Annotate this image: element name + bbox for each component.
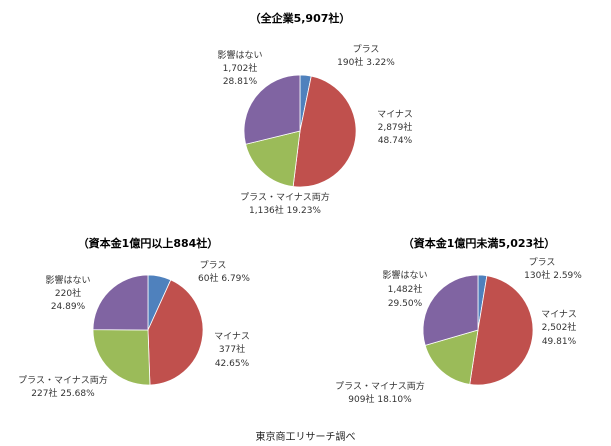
pie-slices: [92, 274, 204, 386]
pie-slices: [243, 74, 357, 188]
slice-label-plus-values: 190社 3.22%: [337, 56, 395, 68]
slice-label-minus-pct: 49.81%: [542, 337, 577, 347]
slice-label-both-values: 227社 25.68%: [31, 387, 95, 399]
pie-slice-none: [92, 274, 149, 331]
slice-label-plus-category: プラス: [529, 257, 556, 268]
pie-slice-minus: [147, 279, 204, 386]
pie-slice-both: [245, 130, 301, 188]
chart-title: （資本金1億円以上884社）: [78, 236, 219, 250]
slice-label-plus-values: 130社 2.59%: [524, 269, 582, 281]
pie-slice-none: [422, 274, 479, 346]
slice-label-minus-count: 2,502社: [542, 321, 577, 333]
slice-label-minus-category: マイナス: [377, 109, 413, 120]
slice-label-both-category: プラス・マイナス両方: [335, 380, 425, 392]
source-note: 東京商工リサーチ調べ: [255, 432, 356, 443]
slice-label-none-count: 220社: [55, 287, 81, 299]
pie-slice-none: [243, 74, 301, 145]
slice-label-none-pct: 28.81%: [223, 77, 258, 87]
pie-chart-all-companies: （全企業5,907社） プラス 190社 3.22% マイナス 2,879社 4…: [217, 11, 412, 216]
slice-label-plus-category: プラス: [353, 44, 380, 55]
slice-label-plus-values: 60社 6.79%: [198, 272, 250, 284]
slice-label-minus-pct: 42.65%: [215, 359, 250, 369]
pie-chart-large-capital: （資本金1億円以上884社） プラス 60社 6.79% マイナス 377社 4…: [18, 236, 250, 399]
slice-label-both-category: プラス・マイナス両方: [240, 191, 330, 203]
slice-label-both-values: 909社 18.10%: [348, 393, 412, 405]
pie-slice-both: [424, 329, 479, 385]
slice-label-minus-category: マイナス: [541, 309, 577, 320]
slice-label-minus-pct: 48.74%: [378, 136, 413, 146]
chart-title: （資本金1億円未満5,023社）: [403, 236, 555, 250]
slice-label-none-pct: 29.50%: [388, 299, 423, 309]
chart-title: （全企業5,907社）: [250, 11, 351, 25]
slice-label-both-category: プラス・マイナス両方: [18, 374, 108, 386]
pie-slices: [422, 274, 534, 386]
slice-label-minus-count: 377社: [219, 343, 245, 355]
pie-chart-small-capital: （資本金1億円未満5,023社） プラス 130社 2.59% マイナス 2,5…: [335, 236, 582, 405]
slice-label-none-count: 1,482社: [388, 283, 423, 295]
pie-slice-minus: [469, 275, 534, 386]
slice-label-minus-category: マイナス: [214, 331, 250, 342]
slice-label-none-category: 影響はない: [217, 49, 262, 61]
slice-label-both-values: 1,136社 19.23%: [249, 204, 321, 216]
pie-slice-both: [92, 329, 151, 386]
slice-label-minus-count: 2,879社: [378, 121, 413, 133]
pie-slice-minus: [292, 75, 357, 188]
slice-label-none-pct: 24.89%: [51, 302, 86, 312]
slice-label-none-category: 影響はない: [45, 274, 90, 286]
slice-label-plus-category: プラス: [200, 260, 227, 271]
slice-label-none-count: 1,702社: [223, 62, 258, 74]
slice-label-none-category: 影響はない: [382, 269, 427, 281]
